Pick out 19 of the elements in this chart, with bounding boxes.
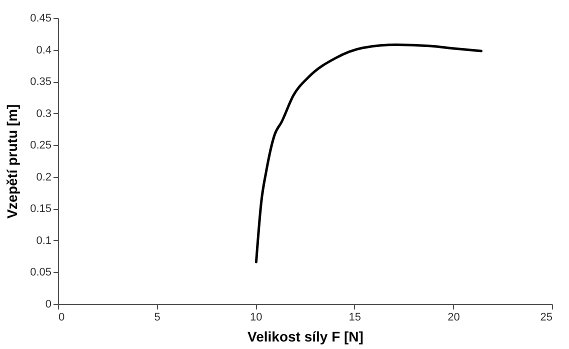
x-tick-label: 5 bbox=[154, 312, 160, 324]
y-tick-label: 0.15 bbox=[30, 203, 52, 216]
x-tick-label: 0 bbox=[58, 312, 65, 324]
y-tick-label: 0 bbox=[45, 298, 52, 310]
y-tick-label: 0.3 bbox=[36, 108, 52, 120]
y-tick-label: 0.1 bbox=[36, 234, 52, 247]
x-tick-label: 25 bbox=[540, 312, 552, 324]
x-tick-label: 10 bbox=[250, 312, 262, 324]
y-tick-label: 0.35 bbox=[30, 76, 52, 88]
y-tick-label: 0.05 bbox=[30, 266, 52, 279]
y-tick-label: 0.4 bbox=[36, 44, 52, 56]
x-tick-label: 15 bbox=[348, 312, 362, 324]
y-tick-label: 0.45 bbox=[30, 12, 52, 24]
x-axis-title: Velikost síly F [N] bbox=[248, 328, 364, 344]
y-axis-title: Vzepětí prutu [m] bbox=[4, 104, 20, 219]
line-series bbox=[254, 43, 483, 264]
x-tick-label: 20 bbox=[448, 312, 460, 324]
y-tick-label: 0.25 bbox=[30, 140, 52, 152]
y-tick-label: 0.2 bbox=[36, 171, 52, 184]
